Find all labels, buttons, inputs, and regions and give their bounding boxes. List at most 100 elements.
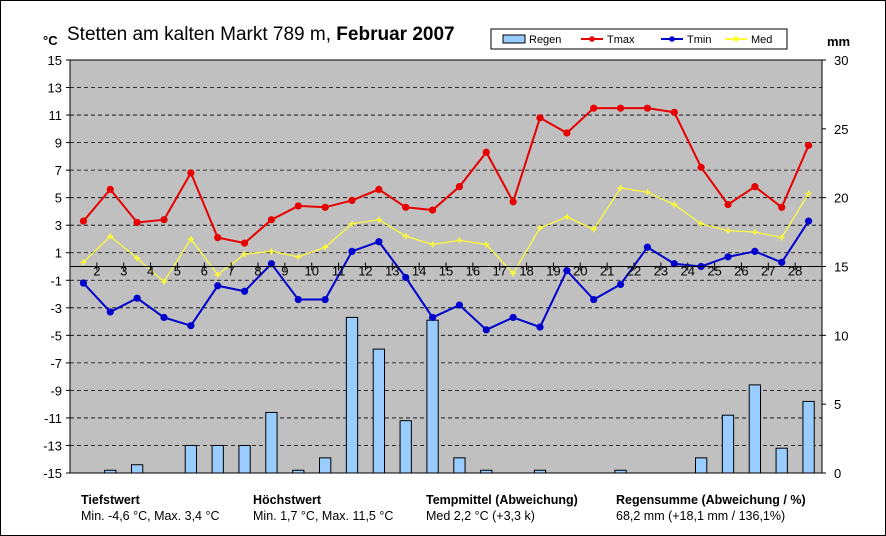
tmax-point <box>428 206 437 214</box>
footer-highest-value: Min. 1,7 °C, Max. 11,5 °C <box>253 509 394 523</box>
tmax-point <box>106 185 114 194</box>
x-tick-label: 11 <box>332 264 346 279</box>
right-axis-ticks: 30 25 20 15 10 5 0 <box>822 53 848 481</box>
tmax-point <box>321 203 329 211</box>
x-tick-label: 5 <box>174 264 181 279</box>
footer-mean-temp: Tempmittel (Abweichung) Med 2,2 °C (+3,3… <box>426 493 578 523</box>
chart-title-location: Stetten am kalten Markt 789 m, <box>67 24 336 45</box>
tmax-point <box>348 196 356 205</box>
tmin-point <box>133 294 141 302</box>
x-tick-label: 14 <box>412 264 426 279</box>
tmin-point <box>482 326 490 334</box>
tmax-point <box>294 202 302 210</box>
tmin-point <box>536 323 544 331</box>
x-tick-label: 4 <box>147 264 154 279</box>
footer-rain-sum: Regensumme (Abweichung / %) 68,2 mm (+18… <box>616 493 806 523</box>
rain-bar <box>775 447 788 474</box>
tmin-point <box>751 247 759 255</box>
tmax-point <box>536 114 544 122</box>
right-axis-unit: mm <box>827 34 850 49</box>
x-tick-label: 3 <box>120 264 127 279</box>
tmax-point <box>616 104 625 112</box>
tmin-point <box>402 273 410 282</box>
tmax-point <box>509 198 517 206</box>
tmax-point <box>187 169 195 177</box>
tmin-point <box>616 280 625 288</box>
rain-bar <box>614 469 627 474</box>
tmin-point <box>294 295 302 304</box>
chart-title: Stetten am kalten Markt 789 m, Februar 2… <box>67 24 455 45</box>
tmin-point <box>267 260 276 268</box>
left-tick-label: 3 <box>55 218 62 233</box>
tmin-point <box>428 313 437 322</box>
tmax-point <box>267 216 276 224</box>
tmin-point <box>106 308 114 316</box>
legend-marker-tmax <box>589 36 595 42</box>
tmax-point <box>133 218 141 227</box>
x-tick-label: 23 <box>654 264 668 279</box>
left-tick-label: 9 <box>55 136 62 151</box>
rain-bar <box>104 469 117 474</box>
tmin-point <box>240 287 249 295</box>
x-tick-label: 27 <box>761 264 775 279</box>
left-tick-label: -7 <box>50 356 62 371</box>
rain-bar <box>426 319 439 474</box>
rain-bar <box>265 411 278 474</box>
footer-highest: Höchstwert Min. 1,7 °C, Max. 11,5 °C <box>253 493 393 523</box>
rain-bar <box>372 348 385 474</box>
legend: Regen Tmax Tmin Med <box>490 28 788 50</box>
footer-lowest-heading: Tiefstwert <box>81 493 140 507</box>
x-tick-label: 10 <box>304 264 318 279</box>
tmin-point <box>187 322 195 330</box>
x-axis-ticks: 2 3 4 5 6 7 8 9 10 11 12 13 14 15 16 17 18 19 20 21 22 23 24 25… <box>70 262 822 279</box>
left-axis-unit: °C <box>43 33 58 48</box>
legend-swatch-regen <box>502 34 526 44</box>
tmin-point <box>778 258 786 266</box>
x-tick-label: 26 <box>734 264 748 279</box>
tmin-point <box>724 253 732 261</box>
tmin-point <box>455 301 464 309</box>
rain-bar <box>238 444 251 474</box>
tmax-point <box>590 104 598 112</box>
tmax-point <box>697 163 705 171</box>
legend-label-regen: Regen <box>529 34 561 46</box>
tmax-point <box>804 141 813 149</box>
right-tick-label: 30 <box>834 53 848 68</box>
tmax-point <box>563 129 571 137</box>
tmax-point <box>402 203 410 211</box>
left-tick-label: 11 <box>49 108 63 123</box>
left-tick-label: -15 <box>43 466 62 481</box>
footer-mean-temp-value: Med 2,2 °C (+3,3 k) <box>426 509 535 523</box>
rain-bar <box>184 444 197 474</box>
x-tick-label: 2 <box>93 264 100 279</box>
left-axis-ticks: 15 13 11 9 7 5 3 1 -1 -3 -5 -7 -9 -11 -13 -15 <box>43 53 70 481</box>
x-tick-label: 18 <box>519 264 533 279</box>
left-tick-label: -5 <box>50 328 62 343</box>
legend-label-tmin: Tmin <box>687 34 711 46</box>
tmin-point <box>375 238 383 246</box>
x-tick-label: 28 <box>788 264 802 279</box>
rain-bar <box>802 400 815 474</box>
right-tick-label: 15 <box>834 260 848 275</box>
rain-bar <box>695 457 708 474</box>
tmax-point <box>482 148 490 156</box>
legend-label-tmax: Tmax <box>607 34 635 46</box>
left-tick-label: -3 <box>50 301 62 316</box>
tmax-point <box>375 185 383 194</box>
left-tick-label: -11 <box>44 411 62 426</box>
rain-bar <box>480 469 493 474</box>
left-tick-label: 1 <box>55 246 62 261</box>
tmax-point <box>670 108 678 116</box>
tmax-point <box>643 104 652 112</box>
rain-bar <box>345 316 359 474</box>
tmax-point <box>160 216 168 224</box>
tmin-point <box>670 260 678 268</box>
tmin-point <box>214 282 222 290</box>
rain-bar <box>211 444 224 474</box>
tmin-point <box>160 313 168 322</box>
footer-lowest: Tiefstwert Min. -4,6 °C, Max. 3,4 °C <box>81 493 220 523</box>
x-tick-label: 7 <box>228 264 235 279</box>
legend-box <box>490 28 788 50</box>
x-tick-label: 24 <box>680 264 694 279</box>
rain-bar <box>292 469 305 474</box>
